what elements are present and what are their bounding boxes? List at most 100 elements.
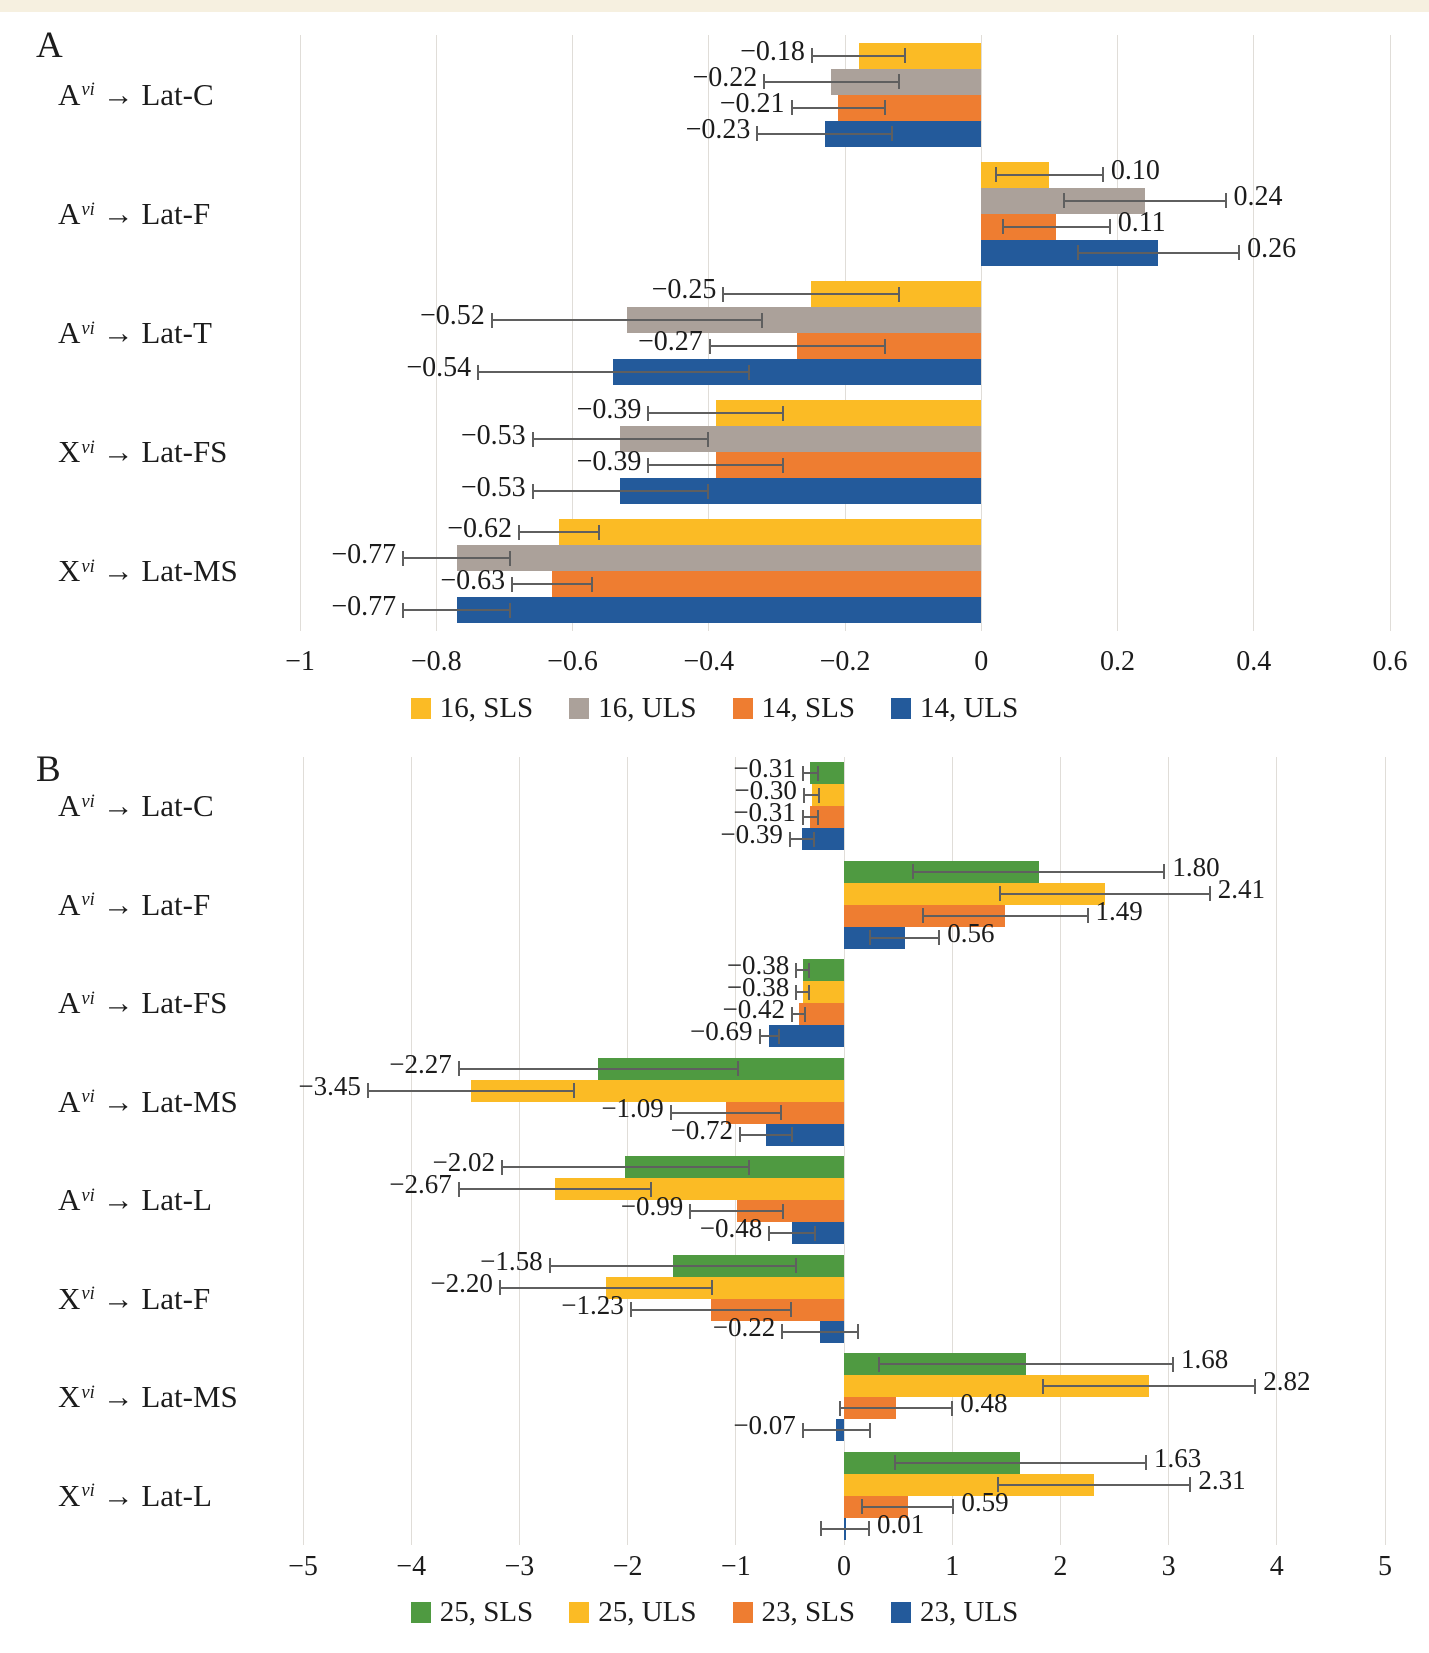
error-bar-cap-right: [1254, 1378, 1257, 1394]
error-bar-cap-left: [810, 48, 813, 64]
legend-label: 25, ULS: [598, 1596, 697, 1628]
x-tick-label: −0.2: [819, 646, 871, 677]
category-superscript: vi: [81, 79, 95, 101]
value-label: −0.39: [576, 393, 642, 425]
error-bar: [402, 602, 512, 618]
error-bar-cap-left: [402, 602, 405, 618]
error-bar-cap-left: [669, 1105, 672, 1121]
legend-swatch: [732, 697, 753, 719]
value-label: −0.22: [712, 1311, 776, 1342]
gridline: [843, 757, 845, 1545]
legend-swatch: [732, 1601, 753, 1623]
value-label: −0.69: [690, 1016, 753, 1047]
error-bar: [647, 457, 784, 473]
error-bar-cap-left: [531, 431, 534, 447]
error-bar: [801, 1422, 872, 1438]
gridline: [1276, 757, 1278, 1545]
error-bar-cap-left: [790, 1006, 793, 1022]
error-bar-cap-right: [897, 74, 900, 90]
error-bar-cap-left: [801, 765, 804, 781]
error-bar-cap-right: [791, 1127, 794, 1143]
bar: [792, 1222, 844, 1245]
error-bar-cap-left: [781, 1324, 784, 1340]
category-source: A: [58, 1083, 81, 1119]
category-superscript: vi: [81, 1086, 95, 1108]
value-label: −0.38: [726, 950, 790, 981]
legend-item: 23, ULS: [890, 1594, 1018, 1630]
error-bar: [893, 1455, 1147, 1471]
legend-label: 14, ULS: [919, 692, 1019, 724]
legend-swatch: [569, 1601, 590, 1623]
value-label: 0.11: [1117, 207, 1166, 239]
error-bar: [477, 364, 750, 380]
value-label: −0.72: [670, 1114, 734, 1145]
error-bar-cap-right: [782, 1203, 785, 1219]
error-bar-cap-left: [531, 483, 534, 499]
error-bar: [722, 286, 900, 302]
legend-label: 16, SLS: [439, 692, 534, 724]
category-superscript: vi: [81, 1381, 95, 1403]
error-bar-cap-right: [1101, 167, 1104, 183]
error-bar-cap-left: [768, 1225, 771, 1241]
error-bar: [366, 1083, 575, 1099]
error-bar-cap-right: [1238, 245, 1241, 261]
error-bar-cap-right: [737, 1061, 740, 1077]
error-bar-cap-left: [548, 1258, 551, 1274]
bar: [802, 959, 844, 982]
value-label: −0.53: [460, 471, 526, 503]
category-source: A: [58, 985, 81, 1021]
error-bar-cap-right: [597, 524, 600, 540]
panel-b-letter: B: [36, 749, 61, 790]
bar: [456, 545, 982, 572]
value-label: −0.52: [419, 300, 485, 332]
bar: [844, 1473, 1094, 1496]
gridline: [708, 35, 710, 631]
bar: [844, 1375, 1150, 1398]
x-tick-label: −3: [504, 1551, 535, 1582]
bar: [470, 1079, 844, 1102]
error-bar: [912, 864, 1166, 880]
error-bar: [518, 524, 600, 540]
legend-label: 23, SLS: [761, 1596, 855, 1628]
gridline: [1059, 757, 1061, 1545]
error-bar-cap-right: [509, 602, 512, 618]
error-bar: [490, 312, 764, 328]
error-bar: [795, 984, 811, 1000]
value-label: −0.25: [651, 274, 717, 306]
value-label: −0.18: [740, 35, 805, 67]
error-bar: [402, 550, 512, 566]
category-label: Xvi → Lat-MS: [58, 1373, 238, 1421]
error-bar-cap-left: [629, 1302, 632, 1318]
error-bar: [758, 1028, 781, 1044]
x-tick-label: 1: [945, 1551, 960, 1582]
x-tick-label: −1: [720, 1551, 751, 1582]
category-target: → Lat-F: [94, 1280, 211, 1316]
error-bar-cap-left: [498, 1280, 501, 1296]
category-superscript: vi: [81, 556, 95, 578]
x-tick-label: −0.8: [410, 646, 462, 677]
error-bar-cap-right: [778, 1028, 781, 1044]
legend-swatch: [890, 697, 911, 719]
error-bar: [788, 831, 815, 847]
value-label: 0.48: [960, 1388, 1008, 1419]
error-bar-cap-right: [790, 1302, 793, 1318]
error-bar-cap-left: [801, 809, 804, 825]
error-bar-cap-right: [952, 1499, 955, 1515]
bar: [736, 1200, 844, 1223]
category-source: X: [58, 1477, 81, 1513]
error-bar-cap-right: [706, 483, 709, 499]
bar: [844, 882, 1105, 905]
value-label: −0.07: [733, 1410, 796, 1441]
error-bar: [868, 930, 941, 946]
value-label: 0.01: [876, 1508, 925, 1539]
value-label: −2.02: [432, 1147, 496, 1178]
error-bar-cap-right: [747, 364, 750, 380]
error-bar: [861, 1499, 955, 1515]
error-bar-cap-right: [711, 1280, 714, 1296]
value-label: −0.39: [576, 445, 642, 477]
value-label: −2.27: [389, 1048, 452, 1079]
error-bar: [802, 787, 821, 803]
gridline: [1117, 35, 1118, 631]
error-bar-cap-right: [867, 1521, 870, 1537]
